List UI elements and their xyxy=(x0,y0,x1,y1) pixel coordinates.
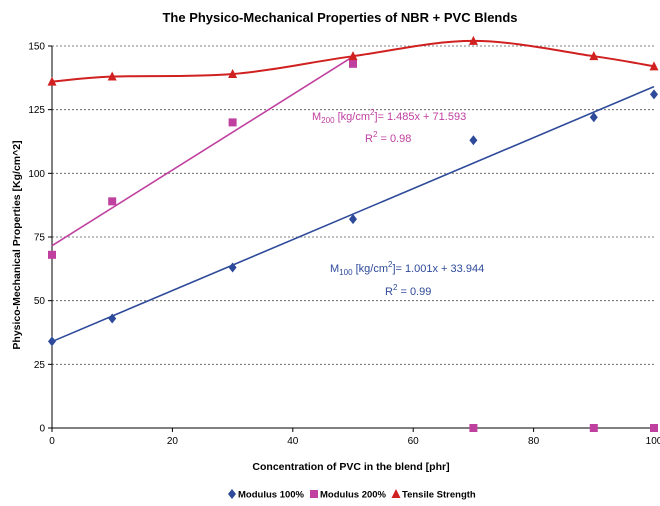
annotation-m100-r2: R2 = 0.99 xyxy=(385,283,431,298)
point-s2-0 xyxy=(47,76,57,86)
point-s2-5 xyxy=(589,51,599,61)
x-tick-labels: 0 20 40 60 80 100 xyxy=(49,436,660,447)
y-tick-labels: 0 25 50 75 100 125 150 xyxy=(28,42,45,435)
point-s2-1 xyxy=(107,71,117,81)
y-tick-label-75: 75 xyxy=(34,233,46,244)
trendline-1 xyxy=(51,55,354,247)
point-s0-0 xyxy=(48,336,56,347)
legend-label-0: Modulus 100% xyxy=(238,490,305,501)
legend: Modulus 100% Modulus 200% Tensile Strength xyxy=(228,489,476,501)
y-tick-label-0: 0 xyxy=(39,424,45,435)
x-tick-label-80: 80 xyxy=(528,436,540,447)
legend-label-2: Tensile Strength xyxy=(402,490,476,501)
point-s2-3 xyxy=(348,51,358,61)
point-s1-2 xyxy=(228,118,237,127)
point-s2-4 xyxy=(468,35,478,45)
point-s1-0 xyxy=(48,250,56,259)
y-axis-label: Physico-Mechanical Properties [Kg/cm^2] xyxy=(11,140,23,349)
point-s0-2 xyxy=(228,262,237,273)
point-s1-1 xyxy=(108,197,117,206)
x-tick-label-40: 40 xyxy=(287,436,299,447)
axes xyxy=(48,45,655,432)
point-s2-6 xyxy=(649,61,659,71)
point-s0-5 xyxy=(589,112,598,123)
legend-marker-0 xyxy=(228,489,236,499)
x-tick-label-100: 100 xyxy=(646,436,660,447)
x-axis-label: Concentration of PVC in the blend [phr] xyxy=(252,461,449,473)
y-tick-label-25: 25 xyxy=(34,360,46,371)
legend-item-2: Tensile Strength xyxy=(391,489,476,501)
data-markers xyxy=(47,35,659,432)
point-s0-3 xyxy=(349,214,357,225)
annotation-m100-equation: M100 [kg/cm2]= 1.001x + 33.944 xyxy=(330,260,484,277)
gridlines xyxy=(52,45,654,365)
y-tick-label-100: 100 xyxy=(28,169,45,180)
legend-item-0: Modulus 100% xyxy=(228,489,305,501)
y-tick-label-150: 150 xyxy=(28,42,45,53)
trend-lines xyxy=(51,39,655,343)
point-s1-6 xyxy=(650,424,658,432)
trendline-0 xyxy=(51,85,655,343)
point-s0-4 xyxy=(469,135,478,146)
annotation-m200-equation: M200 [kg/cm2]= 1.485x + 71.593 xyxy=(312,108,466,125)
y-tick-label-125: 125 xyxy=(28,105,45,116)
point-s2-2 xyxy=(228,69,238,79)
annotation-m200-r2: R2 = 0.98 xyxy=(365,130,411,145)
point-s1-3 xyxy=(349,59,357,68)
legend-label-1: Modulus 200% xyxy=(320,490,387,501)
x-tick-label-20: 20 xyxy=(167,436,179,447)
point-s0-6 xyxy=(650,89,658,100)
chart-title: The Physico-Mechanical Properties of NBR… xyxy=(162,10,517,25)
point-s1-4 xyxy=(469,424,478,432)
y-tick-label-50: 50 xyxy=(34,296,46,307)
x-tick-label-0: 0 xyxy=(49,436,55,447)
point-s1-5 xyxy=(589,424,598,432)
legend-marker-2 xyxy=(391,489,401,498)
x-tick-label-60: 60 xyxy=(408,436,420,447)
legend-marker-1 xyxy=(310,490,318,498)
legend-item-1: Modulus 200% xyxy=(310,490,387,501)
point-s0-1 xyxy=(108,313,117,324)
